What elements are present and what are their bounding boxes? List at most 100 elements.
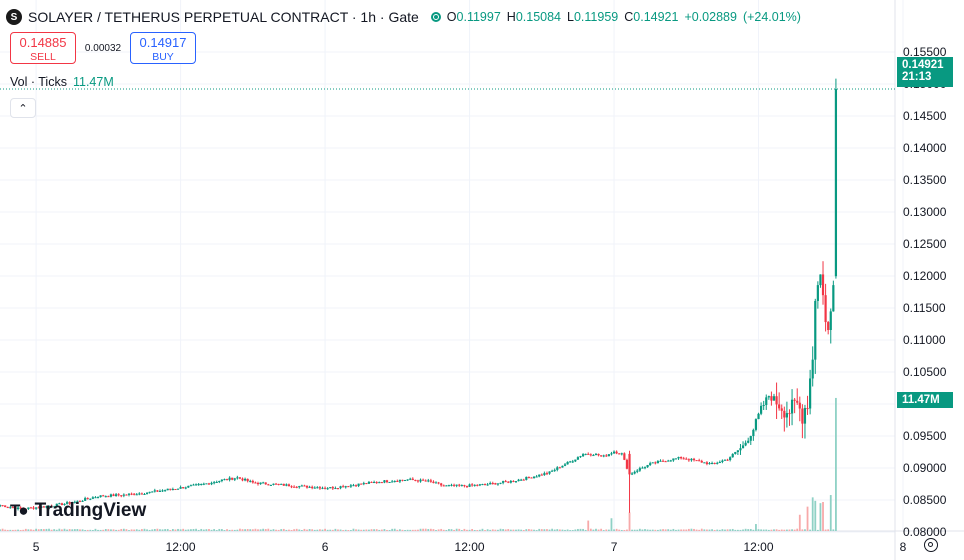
candle-body <box>834 89 838 277</box>
volume-bar <box>791 529 793 531</box>
volume-bar <box>778 529 781 531</box>
volume-bar <box>324 528 326 531</box>
candle-body <box>468 484 471 487</box>
candle-body <box>514 481 518 483</box>
volume-bar <box>391 528 394 531</box>
volume-bar <box>502 529 504 531</box>
volume-bar <box>383 529 386 531</box>
volume-bar <box>76 529 79 531</box>
volume-bar <box>161 529 164 531</box>
volume-bar <box>306 529 308 531</box>
candle-body <box>721 460 724 463</box>
volume-bar <box>422 528 425 531</box>
chevron-up-icon[interactable]: ⌃ <box>10 98 36 118</box>
candle-body <box>27 507 30 509</box>
volume-bar <box>352 528 355 531</box>
volume-bar <box>726 529 729 531</box>
candle-body <box>615 451 618 454</box>
candle-body <box>698 460 701 462</box>
candle-body <box>308 486 311 488</box>
volume-bar <box>540 529 543 531</box>
candle-body <box>584 453 587 455</box>
volume-bar <box>427 529 430 531</box>
volume-bar <box>747 529 750 531</box>
gear-icon[interactable] <box>924 538 938 552</box>
candle-body <box>393 480 396 482</box>
candle-body <box>71 502 74 504</box>
candle-body <box>517 479 520 482</box>
candle-body <box>295 486 298 488</box>
volume-bar <box>561 529 564 531</box>
candle-body <box>772 396 776 401</box>
candle-body <box>197 484 200 486</box>
volume-bar <box>713 529 716 531</box>
volume-bar <box>546 529 548 531</box>
candle-body <box>409 478 412 480</box>
sell-button[interactable]: 0.14885 SELL <box>10 32 76 64</box>
volume-bar <box>448 529 450 531</box>
volume-bar <box>282 528 285 531</box>
volume-bar <box>6 529 9 531</box>
candle-body <box>140 493 143 495</box>
candle-body <box>545 473 549 475</box>
candle-body <box>656 461 659 464</box>
volume-bar <box>275 529 277 531</box>
candle-body <box>672 458 675 461</box>
buy-label: BUY <box>152 51 174 63</box>
candle-body <box>187 485 190 488</box>
volume-bar <box>822 502 824 531</box>
candle-body <box>548 471 551 474</box>
candle-body <box>344 486 347 488</box>
candle-body <box>455 484 458 486</box>
candle-body <box>716 462 719 464</box>
volume-bar <box>442 529 445 531</box>
tradingview-logo[interactable]: T● TradingView <box>10 498 146 524</box>
volume-bar <box>589 528 592 531</box>
volume-bar <box>770 529 773 531</box>
volume-bar <box>455 528 458 531</box>
volume-bar <box>0 529 1 531</box>
volume-bar <box>347 530 350 531</box>
volume-bar <box>509 529 512 531</box>
volume-bar <box>32 529 35 531</box>
candle-body <box>509 480 512 483</box>
volume-bar <box>401 529 404 531</box>
volume-bar <box>257 529 259 531</box>
candle-body <box>551 470 554 472</box>
volume-bar <box>631 529 633 531</box>
volume-bar <box>432 529 435 531</box>
candle-body <box>11 507 14 509</box>
volume-bar <box>558 529 561 531</box>
volume-bar <box>182 528 185 531</box>
volume-bar <box>344 529 347 531</box>
volume-bar <box>166 528 169 531</box>
volume-bar <box>525 529 528 531</box>
candle-body <box>342 486 345 488</box>
volume-bar <box>68 529 71 531</box>
volume-bar <box>592 529 595 531</box>
buy-price: 0.14917 <box>139 35 187 50</box>
buy-button[interactable]: 0.14917 BUY <box>130 32 196 64</box>
volume-bar <box>295 528 298 531</box>
candle-body <box>202 483 205 485</box>
candle-body <box>569 461 572 463</box>
candle-body <box>267 484 270 486</box>
volume-bar <box>471 528 474 531</box>
volume-bar <box>63 528 66 531</box>
volume-bar <box>798 514 801 531</box>
candle-body <box>754 419 758 430</box>
candle-body <box>256 482 260 485</box>
volume-bar <box>499 528 502 531</box>
ohlc-change-percent: (+24.01%) <box>742 10 801 24</box>
volume-bar <box>773 529 775 531</box>
volume-legend[interactable]: Vol · Ticks 11.47M <box>10 75 114 89</box>
symbol-title[interactable]: SOLAYER / TETHERUS PERPETUAL CONTRACT · … <box>28 9 419 25</box>
candle-body <box>411 478 414 480</box>
candle-body <box>654 462 657 464</box>
candle-body <box>269 484 272 486</box>
volume-bar <box>463 528 466 531</box>
candle-body <box>520 479 523 481</box>
volume-bar <box>783 529 786 531</box>
volume-bar <box>675 529 677 531</box>
